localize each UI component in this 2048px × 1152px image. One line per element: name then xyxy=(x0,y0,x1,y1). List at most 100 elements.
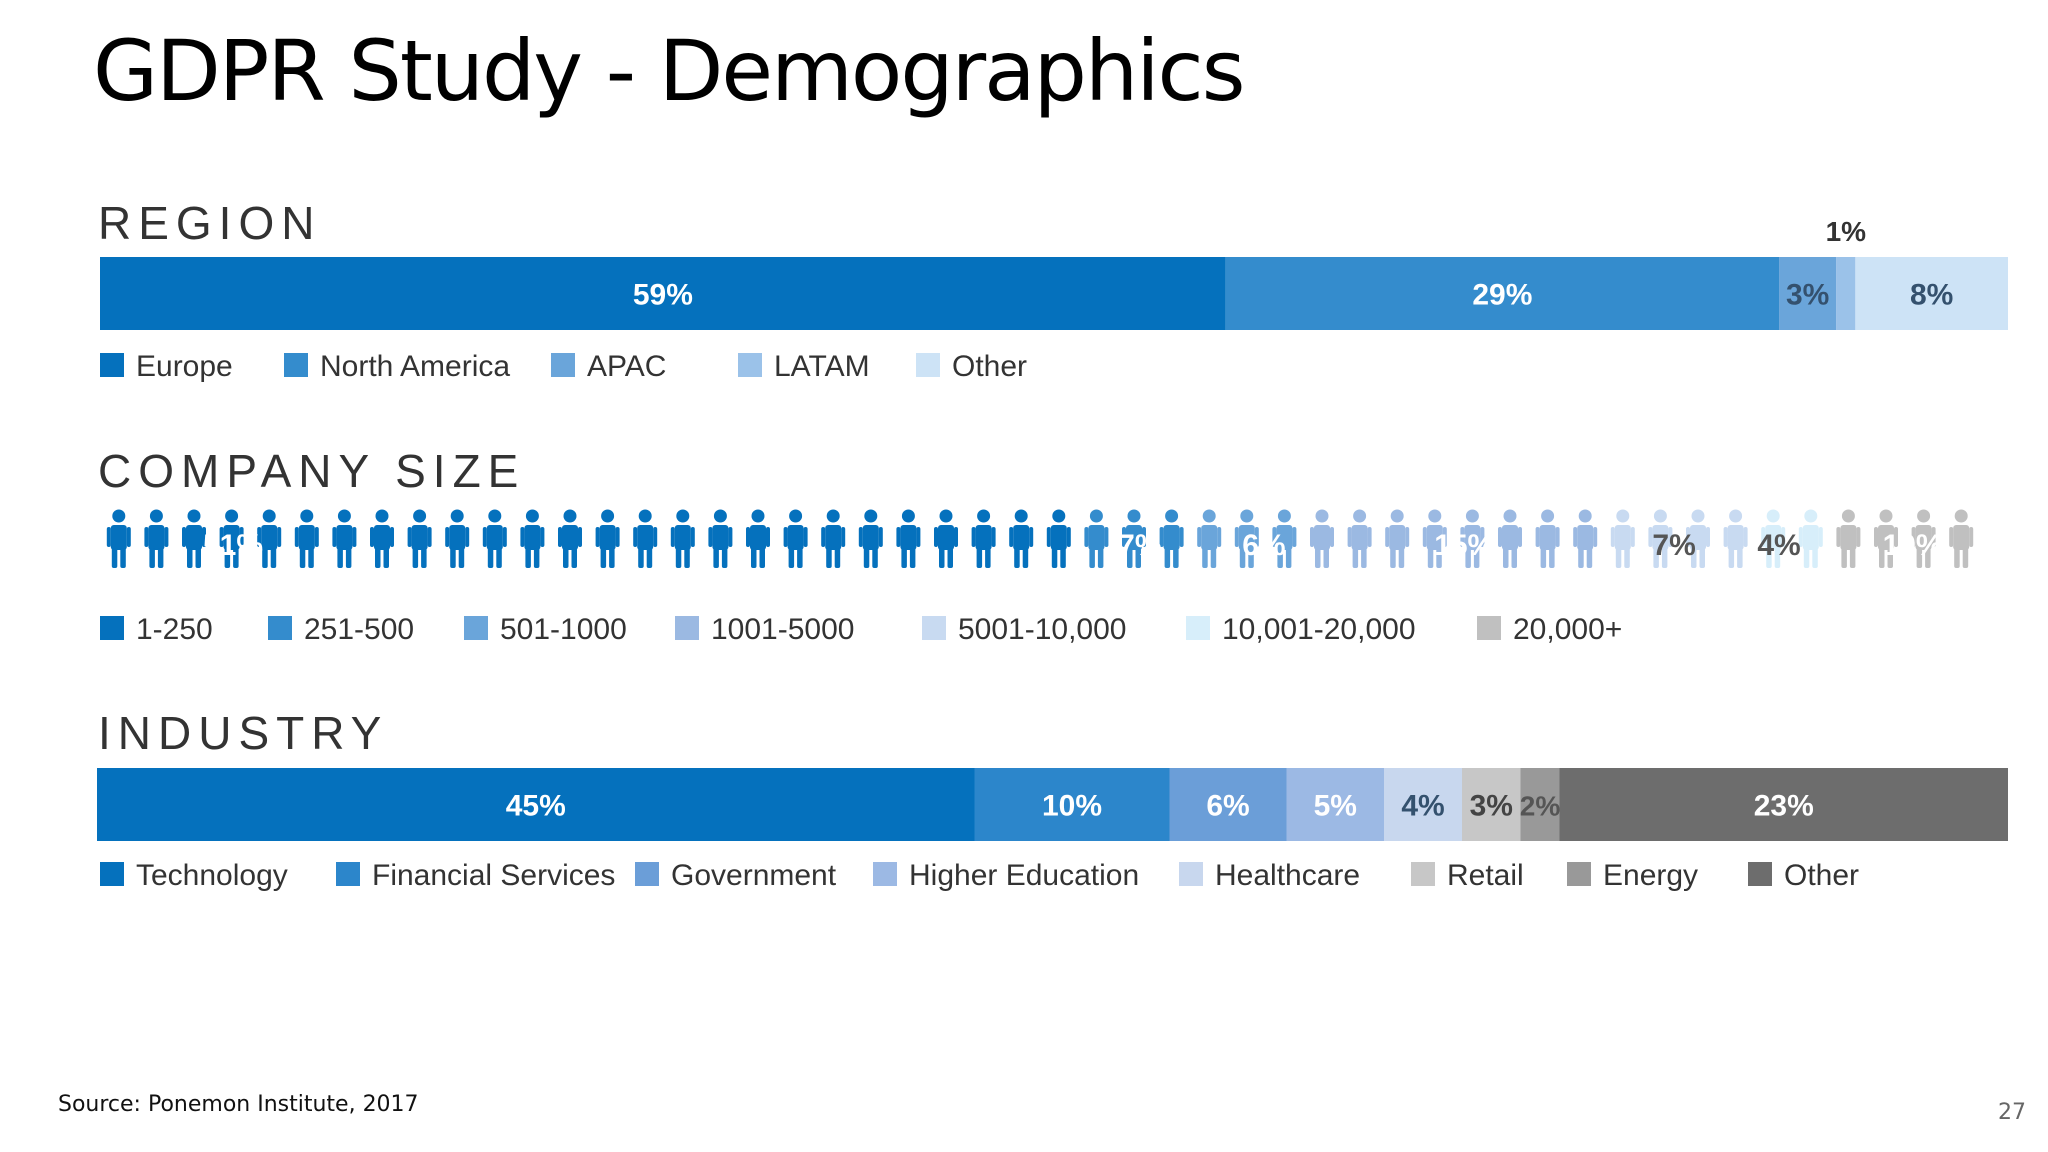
bar-label-2-0: 45% xyxy=(506,790,566,823)
bar-segment-2-5 xyxy=(1462,768,1521,841)
legend-swatch-1-6 xyxy=(1477,616,1501,640)
legend-swatch-0-3 xyxy=(738,353,762,377)
bar-label-2-6: 2% xyxy=(1520,791,1561,822)
person-icon xyxy=(1084,509,1109,568)
legend-label-0-3: LATAM xyxy=(774,350,870,383)
bar-segment-2-7 xyxy=(1559,768,2008,841)
legend-label-2-0: Technology xyxy=(136,859,288,892)
legend-label-1-3: 1001-5000 xyxy=(711,613,854,646)
person-icon xyxy=(1573,509,1598,568)
bar-segment-2-1 xyxy=(974,768,1170,841)
person-icon xyxy=(783,509,808,568)
person-icon xyxy=(144,509,169,568)
bar-segment-0-1 xyxy=(1225,257,1780,330)
bar-segment-2-2 xyxy=(1169,768,1287,841)
bar-label-2-3: 5% xyxy=(1314,790,1357,823)
bar-label-0-1: 29% xyxy=(1472,279,1532,312)
person-icon xyxy=(971,509,996,568)
person-icon xyxy=(1122,509,1146,568)
person-icon xyxy=(1723,509,1748,568)
person-icon xyxy=(1234,509,1259,568)
bar-segment-0-2 xyxy=(1779,257,1837,330)
legend-label-2-3: Higher Education xyxy=(909,859,1139,892)
person-icon xyxy=(182,509,206,568)
legend-swatch-0-2 xyxy=(551,353,575,377)
slide-title: GDPR Study - Demographics xyxy=(93,22,1245,120)
legend-swatch-2-7 xyxy=(1748,862,1772,886)
person-icon xyxy=(1498,509,1522,568)
pictogram-label-5: 4% xyxy=(1757,529,1800,562)
person-icon xyxy=(858,509,883,568)
person-icon xyxy=(257,509,282,568)
bar-segment-2-6 xyxy=(1520,768,1560,841)
person-icon xyxy=(1272,509,1297,568)
person-icon xyxy=(219,509,244,568)
source-note: Source: Ponemon Institute, 2017 xyxy=(58,1092,419,1117)
person-icon xyxy=(1874,509,1898,568)
pictogram-label-3: 15% xyxy=(1434,529,1494,562)
legend-swatch-1-2 xyxy=(464,616,488,640)
bar-segment-2-4 xyxy=(1384,768,1462,841)
bar-label-2-1: 10% xyxy=(1042,790,1102,823)
pictogram-label-2: 6% xyxy=(1242,529,1285,562)
person-icon xyxy=(934,509,958,568)
person-icon xyxy=(1648,509,1673,568)
legend-label-1-0: 1-250 xyxy=(136,613,213,646)
legend-label-2-1: Financial Services xyxy=(372,859,615,892)
legend-label-1-2: 501-1000 xyxy=(500,613,627,646)
person-icon xyxy=(1911,509,1936,568)
bar-label-2-5: 3% xyxy=(1470,790,1513,823)
person-icon xyxy=(482,509,507,568)
legend-swatch-0-0 xyxy=(100,353,124,377)
person-icon xyxy=(1347,509,1372,568)
legend-label-2-5: Retail xyxy=(1447,859,1524,892)
person-icon xyxy=(520,509,545,568)
bar-label-0-3: 1% xyxy=(1826,216,1867,247)
person-icon xyxy=(1046,509,1071,568)
person-icon xyxy=(407,509,432,568)
person-icon xyxy=(1949,509,1974,568)
person-icon xyxy=(1836,509,1861,568)
person-icon xyxy=(1385,509,1410,568)
legend-label-0-2: APAC xyxy=(587,350,666,383)
legend-swatch-2-4 xyxy=(1179,862,1203,886)
person-icon xyxy=(1610,509,1635,568)
legend-label-1-1: 251-500 xyxy=(304,613,414,646)
bar-segment-2-0 xyxy=(97,768,975,841)
legend-label-2-2: Government xyxy=(671,859,837,892)
bar-segment-0-3 xyxy=(1836,257,1856,330)
legend-swatch-0-1 xyxy=(284,353,308,377)
legend-swatch-1-5 xyxy=(1186,616,1210,640)
legend-label-2-4: Healthcare xyxy=(1215,859,1360,892)
person-icon xyxy=(1310,509,1334,568)
legend-swatch-1-0 xyxy=(100,616,124,640)
person-icon xyxy=(821,509,846,568)
person-icon xyxy=(746,509,770,568)
person-icon xyxy=(445,509,470,568)
page-number: 27 xyxy=(1998,1100,2026,1125)
person-icon xyxy=(1009,509,1034,568)
person-icon xyxy=(708,509,733,568)
person-icon xyxy=(1460,509,1485,568)
person-icon xyxy=(1422,509,1447,568)
bar-label-2-7: 23% xyxy=(1754,790,1814,823)
legend-swatch-2-2 xyxy=(635,862,659,886)
person-icon xyxy=(332,509,357,568)
bar-label-0-2: 3% xyxy=(1786,279,1829,312)
legend-swatch-2-1 xyxy=(336,862,360,886)
company-size-section-title: COMPANY SIZE xyxy=(98,445,526,497)
legend-label-2-6: Energy xyxy=(1603,859,1698,892)
legend-swatch-0-4 xyxy=(916,353,940,377)
bar-label-2-2: 6% xyxy=(1206,790,1249,823)
bar-label-0-0: 59% xyxy=(633,279,693,312)
legend-swatch-2-5 xyxy=(1411,862,1435,886)
legend-swatch-2-6 xyxy=(1567,862,1591,886)
legend-swatch-1-4 xyxy=(922,616,946,640)
person-icon xyxy=(1798,509,1823,568)
person-icon xyxy=(670,509,695,568)
legend-swatch-1-3 xyxy=(675,616,699,640)
bar-segment-2-3 xyxy=(1286,768,1384,841)
legend-label-1-6: 20,000+ xyxy=(1513,613,1622,646)
legend-label-1-4: 5001-10,000 xyxy=(958,613,1127,646)
